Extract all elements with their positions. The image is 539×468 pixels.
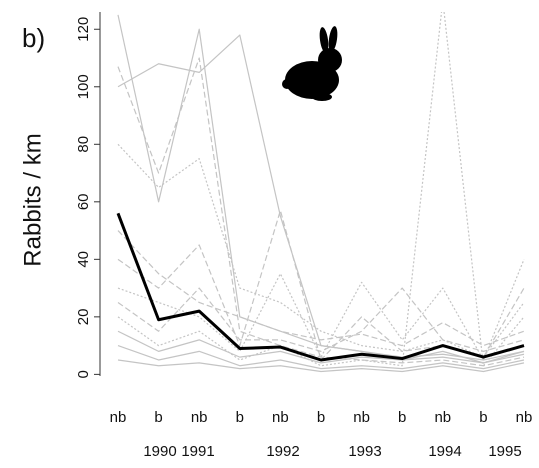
site-line bbox=[117, 34, 525, 364]
x-tick-label: nb bbox=[272, 409, 289, 426]
site-line bbox=[117, 330, 525, 364]
x-tick-label: nb bbox=[353, 409, 370, 426]
x-tick-label: nb bbox=[110, 409, 127, 426]
site-line bbox=[117, 209, 525, 361]
x-group-label: 1994 bbox=[428, 443, 461, 460]
y-tick-label: 120 bbox=[75, 17, 92, 42]
site-line bbox=[117, 143, 525, 358]
x-tick-label: b bbox=[398, 409, 406, 426]
x-tick-label: nb bbox=[434, 409, 451, 426]
x-group-label: 1993 bbox=[348, 443, 381, 460]
x-group-label: 1991 bbox=[181, 443, 214, 460]
y-tick-label: 100 bbox=[75, 74, 92, 99]
site-line bbox=[117, 230, 525, 347]
mean-line bbox=[116, 212, 525, 362]
x-tick-label: b bbox=[317, 409, 325, 426]
x-group-label: 1992 bbox=[266, 443, 299, 460]
x-group-label: 1995 bbox=[488, 443, 521, 460]
site-line bbox=[117, 345, 525, 370]
plot-area bbox=[116, 12, 525, 373]
x-tick-label: b bbox=[479, 409, 487, 426]
site-line bbox=[117, 259, 525, 361]
x-group-label: 1990 bbox=[143, 443, 176, 460]
x-tick-label: b bbox=[154, 409, 162, 426]
y-tick-label: 40 bbox=[75, 251, 92, 268]
x-tick-label: b bbox=[236, 409, 244, 426]
site-line bbox=[117, 287, 525, 352]
y-axis-label: Rabbits / km bbox=[19, 133, 46, 266]
y-tick-label: 80 bbox=[75, 136, 92, 153]
y-tick-label: 60 bbox=[75, 193, 92, 210]
y-tick-label: 20 bbox=[75, 309, 92, 326]
x-tick-label: nb bbox=[516, 409, 533, 426]
site-line bbox=[117, 359, 525, 373]
panel-label: b) bbox=[22, 23, 45, 53]
x-tick-label: nb bbox=[191, 409, 208, 426]
y-tick-label: 0 bbox=[75, 370, 92, 378]
site-line bbox=[117, 57, 525, 367]
rabbit-icon bbox=[282, 26, 342, 101]
